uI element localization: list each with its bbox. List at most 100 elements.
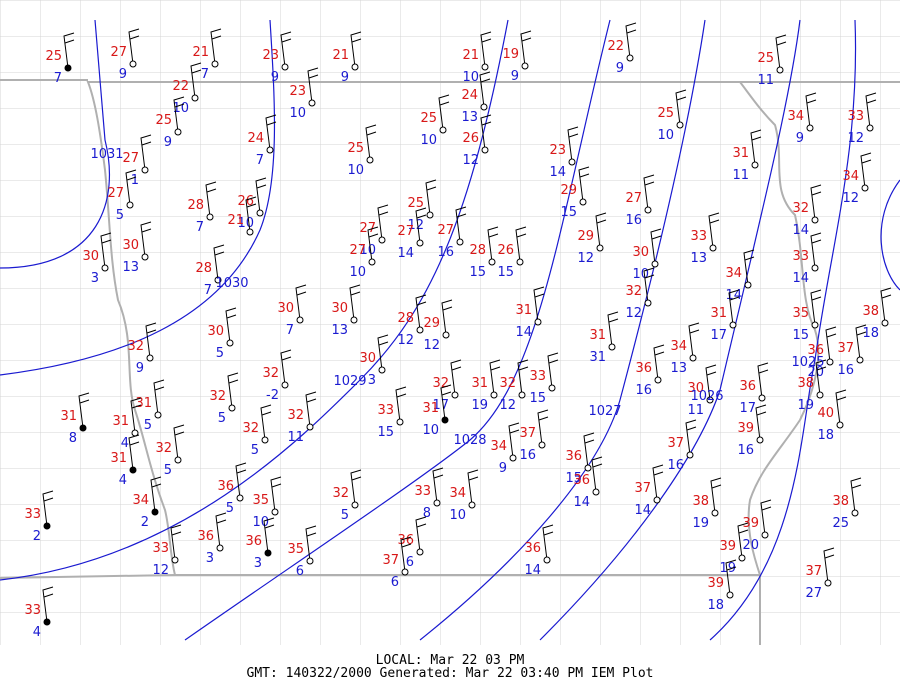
temperature: 29 [423, 316, 440, 331]
station-marker [776, 66, 784, 74]
station-marker [129, 60, 137, 68]
temperature: 27 [110, 45, 127, 60]
station: 314 [110, 434, 140, 488]
isobars [0, 19, 900, 641]
station: 315 [135, 379, 165, 433]
dew-point: 12 [625, 306, 642, 321]
temperature: 30 [687, 381, 704, 396]
station-marker [43, 522, 51, 530]
wind-barb [750, 129, 762, 166]
dew-point: 14 [792, 271, 809, 286]
station-marker [236, 494, 244, 502]
dew-point: 15 [497, 265, 514, 280]
wind-barb [479, 71, 491, 108]
wind-barb [441, 299, 453, 336]
temperature: 25 [757, 51, 774, 66]
wind-barb [578, 166, 590, 203]
county-lines [0, 0, 900, 645]
dew-point: 8 [69, 431, 77, 446]
wind-barb [130, 397, 142, 434]
temperature: 34 [670, 339, 687, 354]
isobar-label: 1028 [453, 433, 486, 448]
dew-point: 14 [573, 495, 590, 510]
wind-barb [270, 476, 282, 513]
dew-point: 19 [471, 398, 488, 413]
wind-barb [349, 284, 361, 321]
wind-barb [850, 477, 862, 514]
wind-barb [42, 586, 54, 623]
station-marker [216, 544, 224, 552]
station: 325 [155, 424, 185, 478]
wind-barb [227, 372, 239, 409]
station-marker [534, 318, 542, 326]
temperature: 33 [377, 403, 394, 418]
temperature: 31 [110, 451, 127, 466]
temperature: 39 [737, 421, 754, 436]
station-marker [246, 228, 254, 236]
dew-point: 5 [116, 208, 124, 223]
temperature: 31 [589, 328, 606, 343]
temperature: 30 [359, 351, 376, 366]
temperature: 34 [490, 439, 507, 454]
station-marker [608, 343, 616, 351]
station-marker [101, 264, 109, 272]
wind-barb [855, 324, 867, 361]
station-marker [126, 201, 134, 209]
wind-barb [42, 490, 54, 527]
station-marker [214, 276, 222, 284]
station-marker [442, 331, 450, 339]
station: 257 [45, 32, 75, 86]
isobar-label: 1030 [215, 276, 248, 291]
dew-point: 1 [131, 173, 139, 188]
station-marker [756, 436, 764, 444]
dew-point: 16 [737, 443, 754, 458]
dew-point: 12 [397, 333, 414, 348]
dew-point: 10 [422, 423, 439, 438]
temperature: 36 [739, 379, 756, 394]
wind-barb [760, 499, 772, 536]
station-marker [548, 384, 556, 392]
wind-barb [173, 96, 185, 133]
wind-barb [395, 386, 407, 423]
wind-barb [825, 326, 837, 363]
temperature: 35 [252, 493, 269, 508]
station-marker [726, 591, 734, 599]
temperature: 31 [515, 303, 532, 318]
dew-point: 25 [832, 516, 849, 531]
temperature: 36 [565, 449, 582, 464]
wind-barb [653, 344, 665, 381]
station-marker [266, 146, 274, 154]
temperature: 25 [420, 111, 437, 126]
station-marker [256, 209, 264, 217]
station-marker [306, 557, 314, 565]
temperature: 31 [732, 146, 749, 161]
wind-barb [810, 289, 822, 326]
temperature: 32 [625, 284, 642, 299]
temperature: 36 [197, 529, 214, 544]
station: 259 [155, 96, 185, 150]
temperature: 25 [155, 113, 172, 128]
dew-point: 12 [577, 251, 594, 266]
dew-point: 5 [144, 418, 152, 433]
station-marker [171, 556, 179, 564]
temperature: 28 [469, 243, 486, 258]
temperature: 35 [287, 542, 304, 557]
station: 275 [107, 169, 137, 223]
temperature: 21 [332, 48, 349, 63]
temperature: 33 [529, 369, 546, 384]
temperature: 25 [347, 141, 364, 156]
wind-barb [650, 228, 662, 265]
wind-barb [489, 359, 501, 396]
station: 37 6 [382, 536, 412, 590]
station: 314 [112, 397, 142, 451]
